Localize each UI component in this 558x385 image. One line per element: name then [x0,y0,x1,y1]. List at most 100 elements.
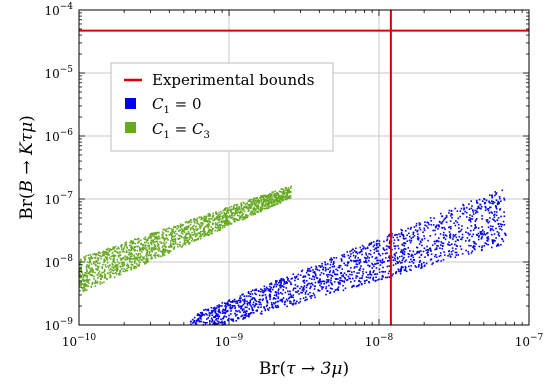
data-point [290,282,292,284]
data-point [273,202,275,204]
data-point [126,267,128,269]
data-point [310,297,312,299]
data-point [168,252,170,254]
data-point [306,272,308,274]
data-point [355,248,357,250]
x-tick-label: 10−7 [515,333,544,349]
data-point [419,260,421,262]
data-point [117,251,119,253]
data-point [426,221,428,223]
data-point [123,251,125,253]
data-point [491,200,493,202]
data-point [320,281,322,283]
data-point [165,231,167,233]
data-point [216,224,218,226]
data-point [446,216,448,218]
grid-lines [79,10,529,325]
data-point [327,290,329,292]
data-point [476,210,478,212]
data-point [131,264,133,266]
data-point [129,242,131,244]
data-point [368,260,370,262]
data-point [248,308,250,310]
data-point [199,224,201,226]
data-point [238,306,240,308]
data-point [290,293,292,295]
data-point [253,209,255,211]
data-point [246,307,248,309]
data-point [95,285,97,287]
data-point [253,207,255,209]
data-point [405,230,407,232]
data-point [227,222,229,224]
data-point [157,249,159,251]
data-point [120,245,122,247]
data-point [401,255,403,257]
data-point [95,265,97,267]
data-point [417,236,419,238]
data-point [499,198,501,200]
data-point [492,201,494,203]
data-point [215,322,217,324]
data-point [432,230,434,232]
data-point [207,221,209,223]
data-point [439,221,441,223]
data-point [260,291,262,293]
data-point [99,252,101,254]
data-point [333,291,335,293]
data-point [275,286,277,288]
data-point [444,228,446,230]
data-point [373,241,375,243]
data-point [321,288,323,290]
data-point [299,288,301,290]
data-point [273,286,275,288]
data-point [271,193,273,195]
data-point [351,274,353,276]
x-tick-label: 10−10 [62,333,97,349]
data-point [379,245,381,247]
data-point [321,286,323,288]
data-point [156,252,158,254]
data-point [162,237,164,239]
data-point [193,229,195,231]
data-point [286,306,288,308]
data-point [489,194,491,196]
data-point [356,251,358,253]
data-point [161,242,163,244]
data-point [410,265,412,267]
data-point [215,212,217,214]
data-point [79,273,81,275]
data-point [267,201,269,203]
data-point [233,220,235,222]
data-point [242,309,244,311]
data-point [92,254,94,256]
data-point [357,264,359,266]
data-point [163,242,165,244]
data-point [260,302,262,304]
data-point [301,271,303,273]
data-point [219,227,221,229]
data-point [324,281,326,283]
data-point [471,225,473,227]
data-point [221,224,223,226]
data-point [278,293,280,295]
data-point [304,285,306,287]
data-point [203,236,205,238]
data-point [475,243,477,245]
data-point [101,268,103,270]
data-point [319,285,321,287]
data-point [443,232,445,234]
data-point [96,268,98,270]
data-point [131,267,133,269]
data-point [402,259,404,261]
data-point [200,228,202,230]
data-point [219,229,221,231]
data-point [139,247,141,249]
data-point [371,263,373,265]
data-point [223,225,225,227]
data-point [250,291,252,293]
data-point [379,268,381,270]
data-point [102,254,104,256]
data-point [326,282,328,284]
data-point [105,266,107,268]
